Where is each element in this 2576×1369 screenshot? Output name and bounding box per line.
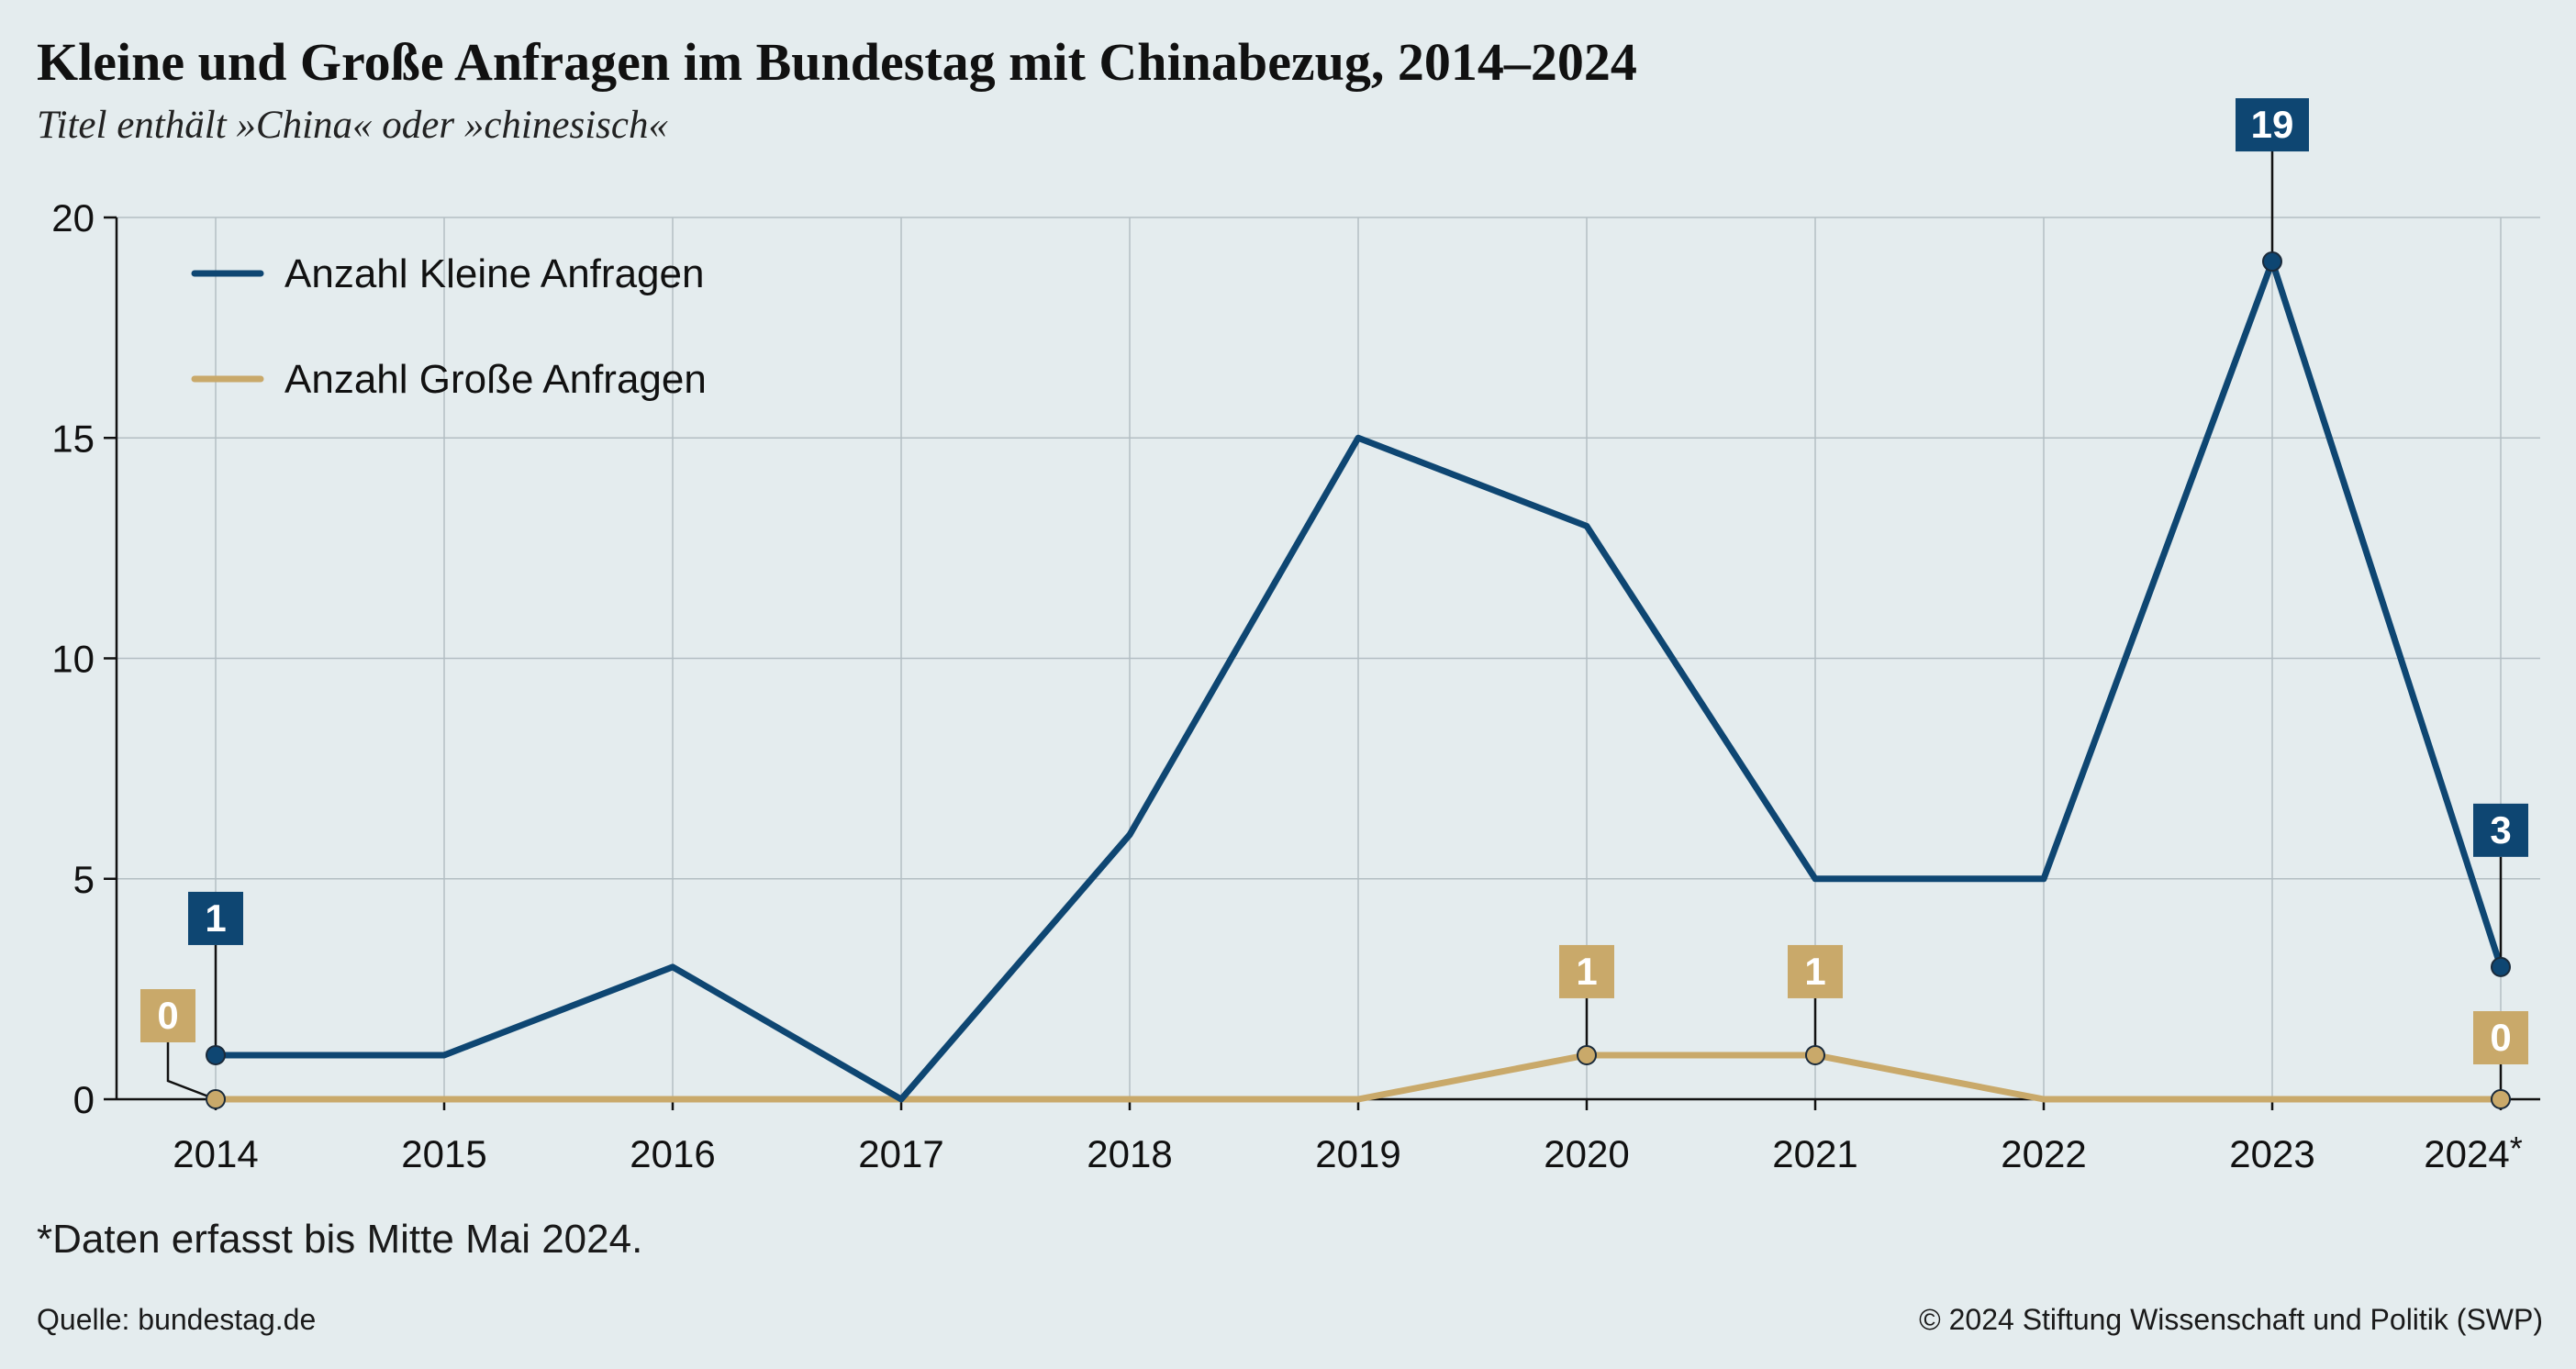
data-label: 1 bbox=[1804, 950, 1825, 993]
data-label-box bbox=[2473, 1011, 2528, 1064]
source-note: Quelle: bundestag.de bbox=[37, 1303, 317, 1336]
data-point-marker bbox=[2262, 251, 2282, 273]
data-point-marker bbox=[206, 1044, 226, 1065]
data-label: 3 bbox=[2490, 808, 2511, 851]
y-tick-label: 20 bbox=[51, 196, 95, 239]
data-point-marker bbox=[1577, 1044, 1597, 1065]
data-point-marker bbox=[1805, 1044, 1825, 1065]
x-tick-label: 2014 bbox=[173, 1132, 258, 1175]
legend-label-grosse: Anzahl Große Anfragen bbox=[284, 357, 707, 402]
data-point-marker bbox=[2491, 956, 2511, 977]
data-label: 1 bbox=[205, 896, 226, 940]
chart-title: Kleine und Große Anfragen im Bundestag m… bbox=[37, 32, 1637, 92]
data-label: 0 bbox=[2490, 1016, 2511, 1059]
data-label: 19 bbox=[2251, 103, 2294, 146]
data-label-box bbox=[1559, 944, 1614, 998]
y-tick-label: 15 bbox=[51, 417, 95, 460]
data-point-marker bbox=[2491, 1089, 2511, 1109]
x-tick-label: 2020 bbox=[1544, 1132, 1629, 1175]
data-label: 1 bbox=[1576, 950, 1597, 993]
x-tick-label: 2021 bbox=[1772, 1132, 1857, 1175]
chart-subtitle: Titel enthält »China« oder »chinesisch« bbox=[37, 104, 668, 147]
x-tick-label: 2023 bbox=[2229, 1132, 2314, 1175]
x-tick-label: 2017 bbox=[858, 1132, 943, 1175]
data-label-box bbox=[140, 989, 195, 1042]
x-tick-label: 2024* bbox=[2424, 1130, 2522, 1175]
y-tick-label: 5 bbox=[73, 858, 95, 901]
x-tick-label: 2022 bbox=[2001, 1132, 2086, 1175]
data-label-box bbox=[2236, 98, 2309, 152]
y-tick-label: 10 bbox=[51, 638, 95, 681]
x-tick-label-asterisk: * bbox=[2510, 1130, 2523, 1167]
x-tick-label: 2015 bbox=[401, 1132, 486, 1175]
data-label-box bbox=[1788, 944, 1843, 998]
legend-label-kleine: Anzahl Kleine Anfragen bbox=[284, 251, 704, 296]
footnote: *Daten erfasst bis Mitte Mai 2024. bbox=[37, 1217, 643, 1262]
x-tick-label: 2016 bbox=[630, 1132, 715, 1175]
series-line-kleine bbox=[212, 258, 2504, 1103]
data-label-box bbox=[188, 891, 243, 945]
data-point-marker bbox=[206, 1089, 226, 1109]
data-label: 0 bbox=[157, 994, 178, 1037]
data-label-box bbox=[2473, 803, 2528, 857]
annotation-leader bbox=[166, 1042, 217, 1101]
y-tick-label: 0 bbox=[73, 1078, 95, 1121]
x-tick-label: 2019 bbox=[1315, 1132, 1400, 1175]
x-tick-label: 2018 bbox=[1087, 1132, 1172, 1175]
series-line-grosse bbox=[212, 1052, 2504, 1103]
copyright-note: © 2024 Stiftung Wissenschaft und Politik… bbox=[1919, 1303, 2543, 1336]
